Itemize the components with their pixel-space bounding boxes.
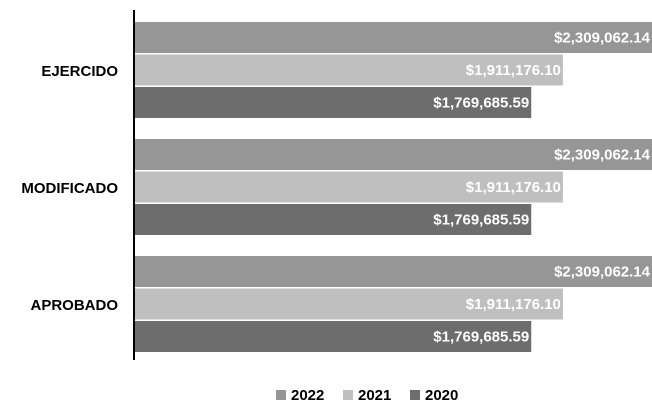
data-label-modificado-2021: $1,911,176.10 bbox=[466, 179, 561, 196]
data-label-aprobado-2022: $2,309,062.14 bbox=[554, 264, 651, 281]
bar-modificado-2022 bbox=[135, 139, 652, 170]
legend-swatch-2020 bbox=[410, 390, 420, 400]
legend: 2022 2021 2020 bbox=[276, 387, 458, 404]
bar-modificado-2020 bbox=[135, 204, 532, 235]
legend-label-2022: 2022 bbox=[291, 387, 324, 404]
data-label-modificado-2020: $1,769,685.59 bbox=[433, 212, 529, 229]
data-label-ejercido-2020: $1,769,685.59 bbox=[433, 95, 529, 112]
category-label-modificado: MODIFICADO bbox=[21, 180, 118, 197]
bar-ejercido-2021 bbox=[135, 54, 563, 86]
bars-group: $2,309,062.14 $1,911,176.10 $1,769,685.59 $… bbox=[135, 22, 652, 352]
bar-aprobado-2022 bbox=[135, 256, 652, 287]
data-label-aprobado-2020: $1,769,685.59 bbox=[433, 329, 529, 346]
legend-label-2020: 2020 bbox=[425, 387, 458, 404]
bar-aprobado-2021 bbox=[135, 288, 563, 320]
bar-modificado-2021 bbox=[135, 171, 563, 203]
bar-aprobado-2020 bbox=[135, 321, 532, 352]
bar-ejercido-2020 bbox=[135, 87, 532, 118]
legend-label-2021: 2021 bbox=[358, 387, 391, 404]
category-label-ejercido: EJERCIDO bbox=[41, 63, 118, 80]
category-label-aprobado: APROBADO bbox=[30, 297, 118, 314]
data-label-ejercido-2022: $2,309,062.14 bbox=[554, 30, 651, 47]
data-label-ejercido-2021: $1,911,176.10 bbox=[466, 62, 561, 79]
data-label-modificado-2022: $2,309,062.14 bbox=[554, 147, 651, 164]
legend-swatch-2022 bbox=[276, 390, 286, 400]
category-labels: EJERCIDO MODIFICADO APROBADO bbox=[21, 63, 118, 314]
data-label-aprobado-2021: $1,911,176.10 bbox=[466, 296, 561, 313]
bar-ejercido-2022 bbox=[135, 22, 652, 53]
legend-swatch-2021 bbox=[343, 390, 353, 400]
